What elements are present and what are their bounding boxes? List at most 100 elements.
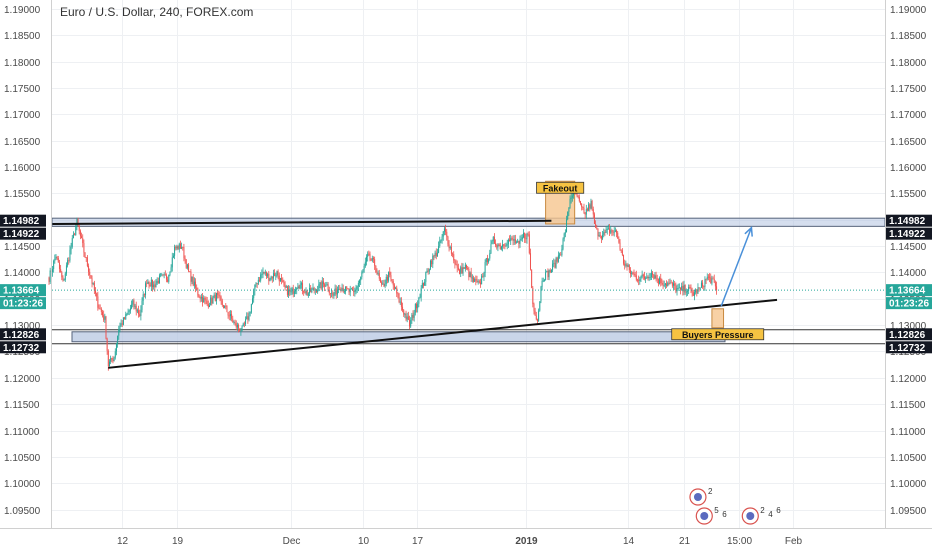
candle-body (592, 209, 594, 215)
candle-body (198, 295, 200, 298)
candle-body (211, 297, 213, 304)
candle-body (403, 310, 405, 315)
candle-body (204, 297, 206, 300)
candle-body (509, 239, 511, 242)
candle-body (243, 323, 245, 325)
candle-body (698, 287, 700, 289)
candle-body (407, 316, 409, 320)
candle-body (314, 289, 316, 291)
candle-body (496, 245, 498, 248)
candle-body (554, 262, 556, 268)
y-tick-left: 1.15500 (4, 189, 41, 200)
candle-body (446, 231, 448, 237)
candle-body (492, 236, 494, 242)
candle-body (113, 357, 115, 362)
candle-body (418, 297, 420, 304)
candle-body (107, 350, 109, 366)
candle-body (668, 282, 670, 284)
candle-body (643, 276, 645, 279)
candle-body (420, 288, 422, 298)
candle-body (450, 246, 452, 254)
candle-body (365, 256, 367, 262)
y-tick-left: 1.18000 (4, 58, 41, 69)
candle-body (193, 281, 195, 286)
candle-body (617, 232, 619, 239)
candle-body (206, 300, 208, 305)
y-tick-right: 1.14000 (890, 268, 927, 279)
candle-body (369, 253, 371, 260)
candle-body (650, 272, 652, 278)
candle-body (283, 282, 285, 285)
candle-body (696, 289, 698, 294)
candle-body (535, 315, 537, 320)
candle-body (571, 195, 573, 198)
candle-body (219, 295, 221, 298)
candle-body (666, 283, 668, 286)
candle-body (155, 283, 157, 288)
candle-body (286, 286, 288, 295)
candle-body (511, 238, 513, 240)
candle-body (645, 278, 647, 279)
candle-body (128, 310, 130, 312)
candle-body (83, 243, 85, 253)
candle-body (132, 300, 134, 305)
candle-body (482, 275, 484, 277)
candle-body (202, 296, 204, 303)
candle-body (112, 359, 114, 362)
price-badge (886, 227, 932, 240)
candle-body (272, 273, 274, 279)
candle-body (523, 232, 525, 238)
price-badges: 1.14982 1.14982 1.14922 1.14922 1.13664 1.136… (0, 214, 932, 354)
candle-body (242, 323, 244, 327)
candle-body (419, 297, 421, 299)
candle-body (707, 276, 709, 278)
candle-body (200, 296, 202, 299)
candle-body (611, 230, 613, 232)
price-badge (886, 341, 932, 354)
candle-body (675, 285, 677, 292)
candle-body (518, 240, 520, 244)
candle-body (239, 328, 241, 332)
candle-body (178, 243, 180, 250)
candle-body (278, 275, 280, 282)
candle-body (680, 287, 682, 290)
x-tick-label: 17 (412, 536, 424, 547)
candle-body (628, 265, 630, 271)
candle-body (214, 294, 216, 302)
candle-body (142, 294, 144, 301)
candle-body (539, 301, 541, 311)
x-tick-label: 12 (117, 536, 129, 547)
candle-body (256, 283, 258, 284)
candle-body (138, 310, 140, 315)
candle-body (566, 219, 568, 233)
candle-body (556, 257, 558, 262)
candle-body (167, 279, 169, 282)
candle-body (215, 292, 217, 302)
candle-body (329, 293, 331, 294)
candle-body (627, 265, 629, 267)
candle-body (704, 279, 706, 287)
candle-body (589, 204, 591, 209)
candle-body (92, 282, 94, 284)
candle-body (621, 250, 623, 255)
candle-body (671, 282, 673, 286)
y-tick-right: 1.10000 (890, 479, 927, 490)
candle-body (65, 265, 67, 274)
candle-body (95, 290, 97, 294)
candle-body (51, 269, 53, 273)
candle-body (220, 297, 222, 301)
candle-body (285, 286, 287, 288)
candle-body (195, 281, 197, 288)
y-tick-right: 1.11000 (890, 427, 926, 438)
candle-body (275, 275, 277, 277)
candle-body (122, 317, 124, 325)
candle-body (493, 236, 495, 244)
candle-body (477, 281, 479, 283)
candle-body (545, 272, 547, 281)
candle-body (263, 271, 265, 274)
candle-body (646, 276, 648, 279)
candle-body (309, 288, 311, 294)
candle-body (271, 276, 273, 279)
candle-body (633, 273, 635, 275)
